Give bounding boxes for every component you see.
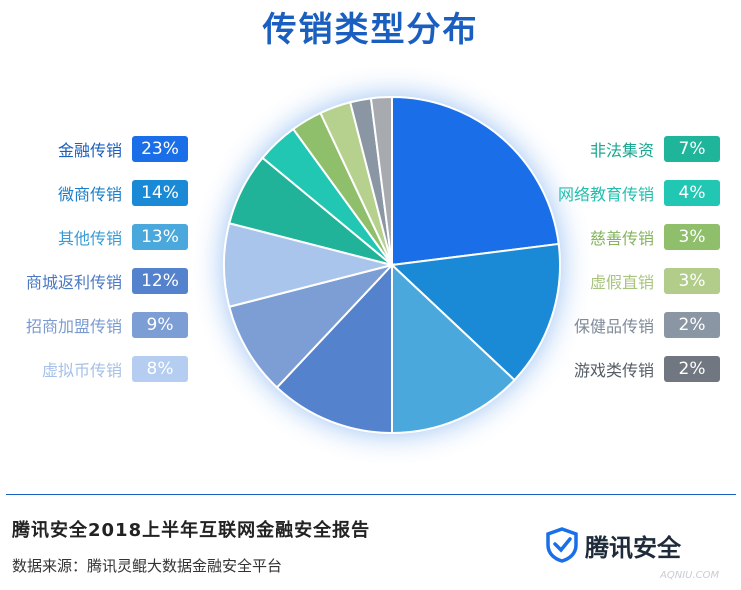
legend-right-item: 虚假直销 3% xyxy=(590,267,720,295)
legend-left-item: 其他传销 13% xyxy=(58,223,188,251)
legend-value-badge: 13% xyxy=(132,224,188,250)
data-source: 数据来源：腾讯灵鲲大数据金融安全平台 xyxy=(12,557,283,575)
pie-slice-1 xyxy=(391,95,560,267)
legend-value-badge: 2% xyxy=(664,356,720,382)
legend-label: 金融传销 xyxy=(57,141,122,160)
legend-right-item: 游戏类传销 2% xyxy=(574,355,720,383)
legend-right-item: 保健品传销 2% xyxy=(574,311,720,339)
legend-value-badge: 8% xyxy=(132,356,188,382)
legend-label: 游戏类传销 xyxy=(573,361,654,380)
legend-label: 其他传销 xyxy=(57,229,122,248)
report-title: 腾讯安全2018上半年互联网金融安全报告 xyxy=(12,520,371,541)
legend-label: 慈善传销 xyxy=(589,229,654,248)
legend-value-badge: 9% xyxy=(132,312,188,338)
legend-label: 招商加盟传销 xyxy=(25,317,122,336)
legend-left-item: 虚拟币传销 8% xyxy=(42,355,188,383)
legend-label: 虚拟币传销 xyxy=(41,361,122,380)
legend-label: 保健品传销 xyxy=(573,317,654,336)
legend-right-item: 非法集资 7% xyxy=(590,135,720,163)
legend-right-item: 网络教育传销 4% xyxy=(558,179,720,207)
watermark: AQNIU.COM xyxy=(660,570,720,581)
legend-left-item: 金融传销 23% xyxy=(58,135,188,163)
pie-slice-5 xyxy=(228,263,396,389)
legend-left-item: 商城返利传销 12% xyxy=(26,267,188,295)
pie-slice-2 xyxy=(389,242,561,382)
pie-slice-12 xyxy=(369,95,393,266)
legend-left-item: 微商传销 14% xyxy=(58,179,188,207)
legend-label: 网络教育传销 xyxy=(557,185,654,204)
legend-label: 商城返利传销 xyxy=(25,273,122,292)
legend-label: 虚假直销 xyxy=(589,273,654,292)
pie-slice-3 xyxy=(391,262,516,435)
legend-label: 非法集资 xyxy=(589,141,654,160)
legend-left-item: 招商加盟传销 9% xyxy=(26,311,188,339)
legend-value-badge: 12% xyxy=(132,268,188,294)
legend-value-badge: 14% xyxy=(132,180,188,206)
legend-label: 微商传销 xyxy=(57,185,122,204)
legend-value-badge: 3% xyxy=(664,224,720,250)
legend-value-badge: 7% xyxy=(664,136,720,162)
pie-slice-4 xyxy=(275,262,393,435)
brand-logo: 腾讯安全 xyxy=(545,527,681,563)
legend-value-badge: 23% xyxy=(132,136,188,162)
legend-right-item: 慈善传销 3% xyxy=(590,223,720,251)
brand-name: 腾讯安全 xyxy=(585,533,681,562)
shield-check-icon xyxy=(546,527,578,563)
legend-value-badge: 4% xyxy=(664,180,720,206)
chart-title: 传销类型分布 xyxy=(262,10,479,50)
legend-value-badge: 2% xyxy=(664,312,720,338)
legend-value-badge: 3% xyxy=(664,268,720,294)
footer-divider xyxy=(6,494,736,495)
